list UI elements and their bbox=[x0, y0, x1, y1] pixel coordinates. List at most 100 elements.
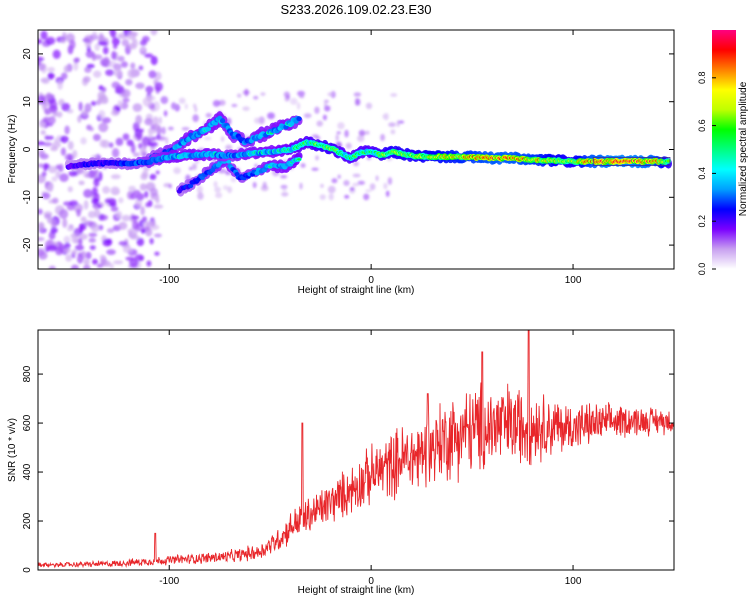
noise-blob bbox=[88, 232, 98, 237]
snr-marks bbox=[38, 330, 674, 569]
noise-blob bbox=[148, 70, 157, 79]
noise-blob bbox=[136, 237, 145, 247]
noise-blob bbox=[97, 41, 108, 46]
snr-x-ticks: -100 0 100 bbox=[159, 330, 582, 587]
noise-blob bbox=[331, 178, 338, 184]
noise-blob bbox=[64, 242, 71, 250]
snr-xtick-label: 100 bbox=[565, 576, 582, 587]
noise-blob bbox=[138, 65, 144, 71]
noise-blob bbox=[311, 167, 319, 171]
noise-blob bbox=[280, 175, 288, 179]
noise-blob bbox=[68, 170, 78, 177]
noise-blob bbox=[115, 106, 121, 112]
snr-ytick-label: 600 bbox=[22, 414, 33, 431]
noise-blob bbox=[280, 184, 288, 190]
noise-blob bbox=[230, 176, 237, 183]
noise-blob bbox=[76, 254, 84, 264]
noise-blob bbox=[145, 85, 154, 93]
noise-blob bbox=[336, 131, 341, 135]
noise-blob bbox=[145, 227, 153, 237]
noise-blob bbox=[38, 249, 45, 257]
noise-blob bbox=[315, 155, 319, 161]
noise-blob bbox=[132, 189, 141, 195]
noise-blob bbox=[282, 187, 287, 192]
noise-blob bbox=[69, 200, 79, 206]
noise-blob bbox=[181, 126, 190, 131]
noise-blob bbox=[117, 55, 125, 62]
noise-blob bbox=[112, 43, 118, 50]
noise-blob bbox=[390, 129, 396, 135]
noise-blob bbox=[205, 113, 212, 118]
noise-blob bbox=[38, 163, 45, 168]
noise-blob bbox=[286, 94, 291, 100]
noise-blob bbox=[153, 123, 161, 131]
noise-blob bbox=[115, 137, 124, 146]
noise-blob bbox=[303, 113, 312, 119]
noise-blob bbox=[121, 214, 131, 222]
noise-blob bbox=[78, 233, 89, 240]
noise-blob bbox=[139, 183, 147, 191]
noise-blob bbox=[165, 136, 169, 145]
noise-blob bbox=[396, 120, 400, 128]
noise-blob bbox=[344, 194, 350, 199]
snr-series-line bbox=[38, 330, 674, 569]
noise-blob bbox=[118, 221, 128, 230]
noise-blob bbox=[337, 174, 341, 179]
noise-blob bbox=[111, 50, 117, 60]
noise-blob bbox=[55, 247, 64, 256]
noise-blob bbox=[252, 181, 257, 189]
noise-blob bbox=[148, 130, 153, 140]
noise-blob bbox=[93, 177, 100, 187]
noise-blob bbox=[136, 130, 143, 140]
noise-blob bbox=[231, 103, 238, 108]
noise-blob bbox=[324, 105, 331, 112]
noise-blob bbox=[168, 183, 172, 189]
noise-blob bbox=[281, 191, 289, 197]
noise-blob bbox=[121, 89, 131, 98]
noise-blob bbox=[44, 135, 55, 140]
noise-blob bbox=[365, 189, 372, 193]
noise-blob bbox=[153, 233, 162, 238]
noise-blob bbox=[148, 141, 158, 148]
noise-blob bbox=[57, 80, 63, 90]
noise-blob bbox=[380, 133, 386, 142]
noise-blob bbox=[48, 265, 56, 269]
spectrogram-marks bbox=[38, 30, 672, 269]
noise-blob bbox=[133, 152, 141, 158]
noise-blob bbox=[103, 56, 110, 66]
noise-blob bbox=[40, 30, 48, 40]
noise-blob bbox=[118, 241, 128, 246]
noise-blob bbox=[375, 175, 379, 182]
noise-blob bbox=[260, 92, 266, 96]
noise-blob bbox=[42, 163, 49, 172]
noise-blob bbox=[127, 43, 137, 50]
noise-blob bbox=[63, 247, 71, 254]
noise-blob bbox=[369, 183, 376, 191]
noise-blob bbox=[158, 136, 166, 141]
noise-blob bbox=[83, 188, 93, 198]
noise-blob bbox=[94, 208, 101, 218]
snr-ytick-label: 200 bbox=[22, 512, 33, 529]
noise-blob bbox=[99, 254, 106, 260]
noise-blob bbox=[147, 199, 153, 208]
noise-blob bbox=[140, 46, 146, 52]
noise-blob bbox=[327, 92, 334, 97]
noise-blob bbox=[215, 192, 223, 199]
noise-blob bbox=[84, 35, 94, 44]
spectrogram-xtick-label: 0 bbox=[368, 275, 374, 286]
noise-blob bbox=[108, 142, 114, 148]
noise-blob bbox=[299, 182, 303, 190]
noise-blob bbox=[327, 185, 336, 194]
noise-blob bbox=[315, 136, 321, 140]
noise-blob bbox=[83, 200, 89, 210]
noise-blob bbox=[93, 70, 102, 78]
noise-blob bbox=[67, 140, 74, 150]
noise-blob bbox=[102, 239, 113, 247]
noise-blob bbox=[112, 188, 120, 196]
noise-blob bbox=[84, 220, 94, 226]
noise-blob bbox=[163, 110, 168, 117]
noise-blob bbox=[155, 197, 160, 204]
noise-blob bbox=[66, 226, 75, 232]
spectrogram-xtick-label: -100 bbox=[159, 275, 179, 286]
